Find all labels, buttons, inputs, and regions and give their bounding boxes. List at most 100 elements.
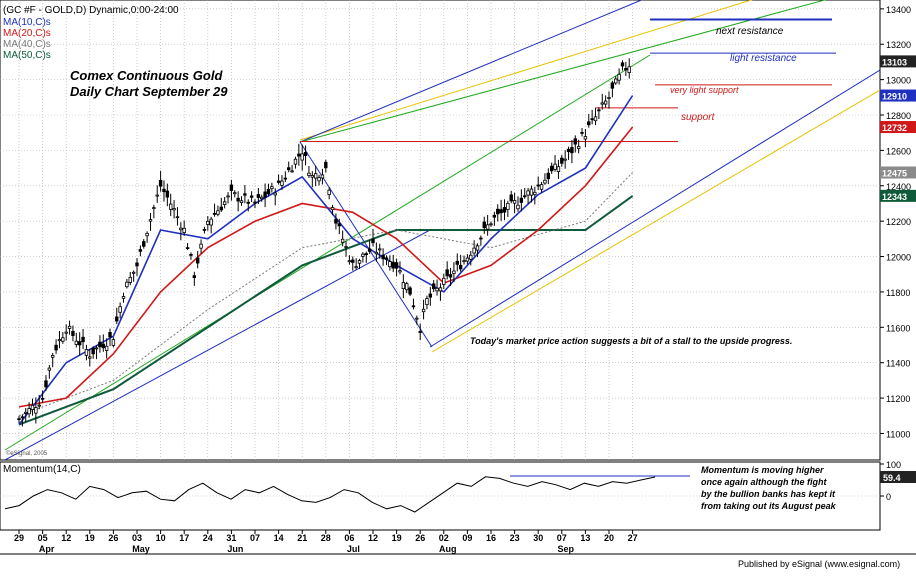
candle-body — [121, 296, 126, 299]
candle-body — [576, 146, 581, 149]
candle-body — [88, 356, 92, 359]
candle-body — [115, 316, 119, 322]
x-day-label: 28 — [321, 533, 331, 543]
candle-body — [145, 232, 149, 237]
x-day-label: 06 — [344, 533, 354, 543]
x-day-label: 12 — [61, 533, 71, 543]
candle-body — [340, 238, 345, 243]
candle-body — [84, 349, 89, 356]
candle-body — [556, 166, 561, 172]
candle-body — [418, 331, 422, 333]
candle-body — [118, 306, 122, 313]
candle-body — [627, 66, 631, 73]
candle-body — [516, 204, 520, 210]
candle-body — [142, 241, 146, 247]
candle-body — [425, 298, 429, 306]
chart-title-line2: Daily Chart September 29 — [70, 84, 228, 99]
y-tick-label: 11200 — [886, 394, 910, 404]
candle-body — [549, 165, 554, 172]
x-day-label: 19 — [85, 533, 95, 543]
upper-channel — [299, 0, 643, 143]
mom-last-label: 59.4 — [883, 473, 901, 483]
candle-body — [492, 214, 497, 218]
candle-body — [374, 251, 379, 255]
x-month-label: Apr — [39, 544, 55, 554]
candle-body — [239, 200, 244, 204]
candle-body — [465, 257, 470, 262]
momentum-panel — [0, 461, 881, 531]
candle-body — [448, 274, 453, 278]
candle-body — [165, 190, 170, 198]
price-tag-bg — [880, 121, 916, 134]
y-tick-label: 12800 — [886, 111, 911, 121]
candle-body — [111, 339, 116, 346]
x-day-label: 26 — [415, 533, 425, 543]
y-tick-label: 13400 — [886, 5, 911, 15]
candle-body — [30, 404, 35, 410]
candle-body — [361, 253, 365, 257]
price-tag-label: 12910 — [882, 92, 907, 102]
candle-body — [371, 238, 375, 244]
candle-body — [276, 180, 281, 183]
candle-body — [260, 196, 264, 200]
x-day-label: 31 — [226, 533, 236, 543]
candle-body — [384, 257, 389, 260]
candle-body — [367, 248, 372, 252]
date-axis: 29 05 12 19 26 03 10 17 24 31 07 14 21 28 06 12 19 26 02 09… — [14, 530, 638, 554]
y-tick-label: 11000 — [886, 429, 910, 439]
candle-body — [287, 167, 291, 171]
candle-body — [182, 227, 186, 233]
candle-body — [175, 216, 180, 219]
y-tick-label: 13000 — [886, 76, 911, 86]
candle-body — [337, 223, 341, 227]
watermark: ©eSignal, 2005 — [6, 450, 48, 457]
x-day-label: 02 — [439, 533, 449, 543]
ma-line-ma40 — [18, 172, 633, 417]
candle-body — [502, 207, 507, 213]
annotation-very-light-support: very light support — [670, 85, 739, 95]
chart-title-line1: Comex Continuous Gold — [70, 68, 223, 83]
candle-body — [226, 195, 230, 198]
candle-body — [243, 193, 247, 196]
momentum-note-line: Momentum is moving higher — [701, 465, 824, 475]
x-day-label: 24 — [203, 533, 213, 543]
y-tick-label: 11600 — [886, 323, 910, 333]
candle-body — [40, 397, 45, 400]
x-day-label: 12 — [368, 533, 378, 543]
momentum-note: Momentum is moving higher once again alth… — [701, 465, 837, 511]
momentum-note-line: from taking out its August peak — [701, 501, 837, 511]
candle-body — [533, 191, 537, 196]
candle-body — [57, 339, 62, 342]
price-tags: 13103 12910 12732 12475 12343 — [880, 55, 916, 202]
candle-body — [364, 253, 368, 255]
candle-body — [529, 188, 534, 196]
candle-body — [566, 148, 571, 153]
candle-body — [108, 332, 112, 338]
candle-body — [233, 192, 237, 195]
candle-body — [313, 173, 318, 179]
candle-body — [212, 212, 217, 215]
candle-body — [479, 237, 483, 240]
candle-body — [61, 337, 65, 342]
price-tag-label: 12475 — [882, 169, 907, 179]
candle-body — [381, 254, 385, 260]
candle-body — [607, 97, 611, 99]
candle-body — [570, 147, 574, 154]
candle-body — [431, 283, 436, 290]
price-tag-bg — [880, 89, 916, 102]
candle-body — [189, 254, 193, 256]
candle-body — [179, 227, 183, 231]
y-tick-label: 13200 — [886, 40, 911, 50]
candle-body — [462, 260, 466, 263]
candle-body — [583, 136, 588, 140]
candle-body — [563, 158, 567, 161]
candle-body — [405, 283, 409, 291]
mom-last-tag — [880, 470, 916, 483]
ma-legend-item: MA(10,C)s — [3, 17, 51, 28]
candle-body — [593, 116, 598, 122]
candle-body — [229, 184, 234, 191]
candle-body — [148, 219, 153, 222]
candle-body — [300, 153, 304, 161]
candle-body — [458, 265, 463, 270]
